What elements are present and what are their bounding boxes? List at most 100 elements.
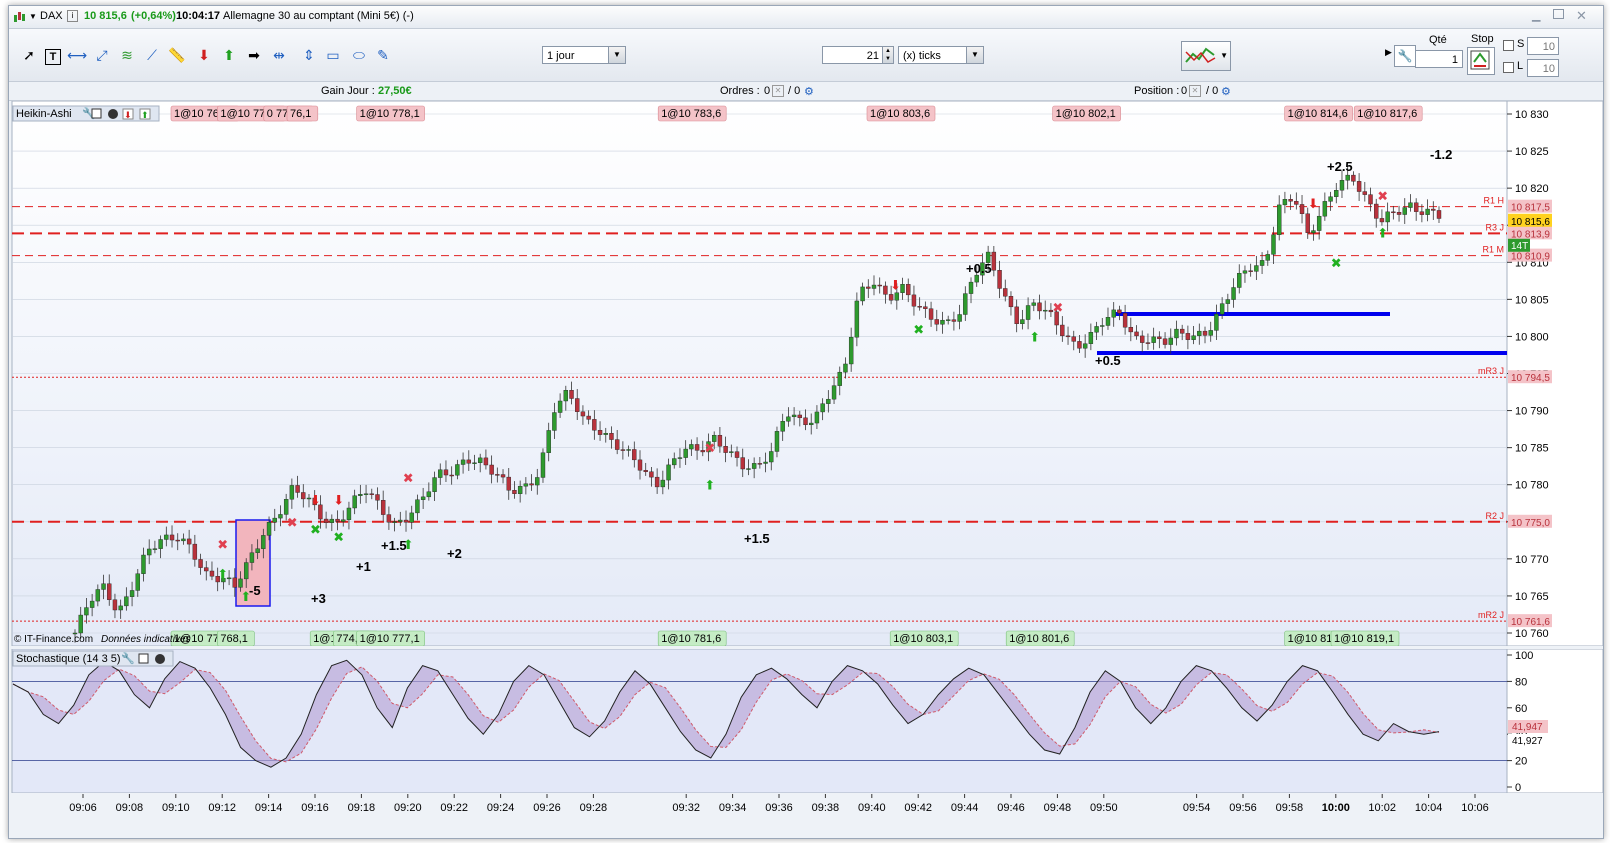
position-close-icon[interactable]: ✕: [1189, 85, 1201, 97]
panel-toggle-icon[interactable]: ▶: [1385, 47, 1392, 57]
candle-body[interactable]: [380, 500, 386, 515]
candle-body[interactable]: [192, 543, 198, 560]
candle-body[interactable]: [438, 469, 443, 478]
candle-body[interactable]: [1259, 260, 1265, 266]
vertical-line-icon[interactable]: ⇕: [303, 47, 315, 63]
candle-body[interactable]: [643, 470, 648, 472]
candle-body[interactable]: [1391, 211, 1396, 214]
candle-body[interactable]: [158, 539, 163, 549]
candle-body[interactable]: [1054, 311, 1059, 326]
stochastic-chart[interactable]: 100806040200 Stochastique (14 3 5) 🔧 41,…: [9, 648, 1604, 794]
candle-body[interactable]: [1362, 191, 1368, 195]
candle-body[interactable]: [1208, 330, 1213, 336]
s-checkbox[interactable]: [1503, 40, 1514, 51]
candle-body[interactable]: [1111, 309, 1116, 318]
candle-body[interactable]: [871, 284, 877, 289]
candle-body[interactable]: [175, 539, 180, 542]
candle-body[interactable]: [1128, 327, 1134, 333]
candle-body[interactable]: [135, 573, 140, 591]
window-icon[interactable]: [138, 653, 149, 664]
candle-body[interactable]: [911, 294, 917, 307]
candle-body[interactable]: [517, 485, 523, 494]
candle-body[interactable]: [557, 400, 563, 413]
candle-body[interactable]: [1134, 331, 1139, 337]
buy-indicator-icon[interactable]: [139, 108, 151, 120]
candle-body[interactable]: [1225, 299, 1231, 304]
ticks-input[interactable]: 21 ▲ ▼: [822, 46, 894, 64]
symbol-label[interactable]: DAX: [40, 10, 63, 22]
ticks-unit-select[interactable]: (x) ticks ▼: [898, 46, 984, 64]
candle-body[interactable]: [683, 448, 688, 458]
candle-body[interactable]: [226, 577, 232, 580]
candle-body[interactable]: [221, 578, 226, 583]
candle-body[interactable]: [181, 538, 186, 542]
candle-body[interactable]: [1065, 335, 1071, 338]
candle-body[interactable]: [774, 431, 780, 452]
candle-body[interactable]: [1117, 309, 1122, 314]
candle-body[interactable]: [1151, 336, 1156, 343]
candle-body[interactable]: [934, 319, 939, 325]
candle-body[interactable]: [238, 578, 243, 588]
text-tool-icon[interactable]: T: [42, 45, 64, 65]
trendline-icon[interactable]: ⤢: [96, 47, 108, 63]
chevron-down-icon[interactable]: ▼: [608, 47, 625, 63]
indicator-tool-icon[interactable]: ≋: [121, 47, 133, 63]
candle-body[interactable]: [649, 471, 654, 478]
candle-body[interactable]: [107, 583, 112, 600]
period-select[interactable]: 1 jour ▼: [542, 46, 626, 64]
candle-body[interactable]: [1288, 199, 1293, 202]
candle-body[interactable]: [1237, 273, 1242, 288]
strategy-button[interactable]: ▼: [1181, 41, 1231, 71]
candle-body[interactable]: [660, 479, 666, 488]
candle-body[interactable]: [329, 518, 335, 523]
candle-body[interactable]: [1419, 211, 1425, 215]
candle-body[interactable]: [278, 514, 283, 519]
candle-body[interactable]: [169, 534, 175, 541]
candle-body[interactable]: [512, 490, 517, 494]
candle-body[interactable]: [523, 483, 529, 487]
candle-body[interactable]: [1145, 342, 1151, 344]
candle-body[interactable]: [164, 534, 169, 540]
candle-body[interactable]: [1162, 338, 1168, 345]
candle-body[interactable]: [729, 451, 734, 453]
stepper-icon[interactable]: ▲ ▼: [882, 47, 893, 63]
sell-arrow-icon[interactable]: ⬇: [198, 47, 210, 63]
candle-body[interactable]: [900, 284, 905, 293]
candle-body[interactable]: [1008, 296, 1014, 308]
qty-input[interactable]: 1: [1415, 50, 1463, 68]
candle-body[interactable]: [866, 286, 871, 289]
candle-body[interactable]: [369, 493, 374, 495]
chevron-down-icon[interactable]: ▼: [1220, 51, 1228, 60]
candle-body[interactable]: [746, 468, 751, 470]
candle-body[interactable]: [677, 457, 683, 459]
candle-body[interactable]: [466, 459, 471, 464]
candle-body[interactable]: [1060, 324, 1065, 337]
ruler-icon[interactable]: 📏: [168, 47, 186, 63]
candle-body[interactable]: [101, 583, 106, 590]
candle-body[interactable]: [597, 430, 603, 435]
candle-body[interactable]: [803, 417, 808, 426]
ellipse-icon[interactable]: ⬭: [353, 47, 365, 63]
rectangle-icon[interactable]: ▭: [326, 47, 340, 63]
chart-type-icon[interactable]: [13, 10, 27, 24]
candle-body[interactable]: [1140, 335, 1145, 343]
candle-body[interactable]: [432, 477, 437, 492]
candle-body[interactable]: [797, 414, 803, 419]
candle-body[interactable]: [232, 577, 237, 588]
sell-order-tag[interactable]: [657, 105, 727, 122]
candle-body[interactable]: [877, 284, 882, 287]
candle-body[interactable]: [603, 433, 608, 435]
candle-body[interactable]: [1368, 194, 1373, 205]
candle-body[interactable]: [837, 371, 842, 386]
candle-body[interactable]: [968, 281, 974, 294]
candle-body[interactable]: [917, 306, 922, 308]
candle-body[interactable]: [215, 575, 220, 583]
candle-body[interactable]: [1037, 302, 1042, 312]
candle-body[interactable]: [455, 464, 460, 476]
candle-body[interactable]: [1254, 265, 1259, 272]
candle-body[interactable]: [124, 596, 129, 607]
candle-body[interactable]: [1014, 306, 1019, 325]
candle-body[interactable]: [751, 463, 757, 469]
candle-body[interactable]: [700, 450, 705, 453]
